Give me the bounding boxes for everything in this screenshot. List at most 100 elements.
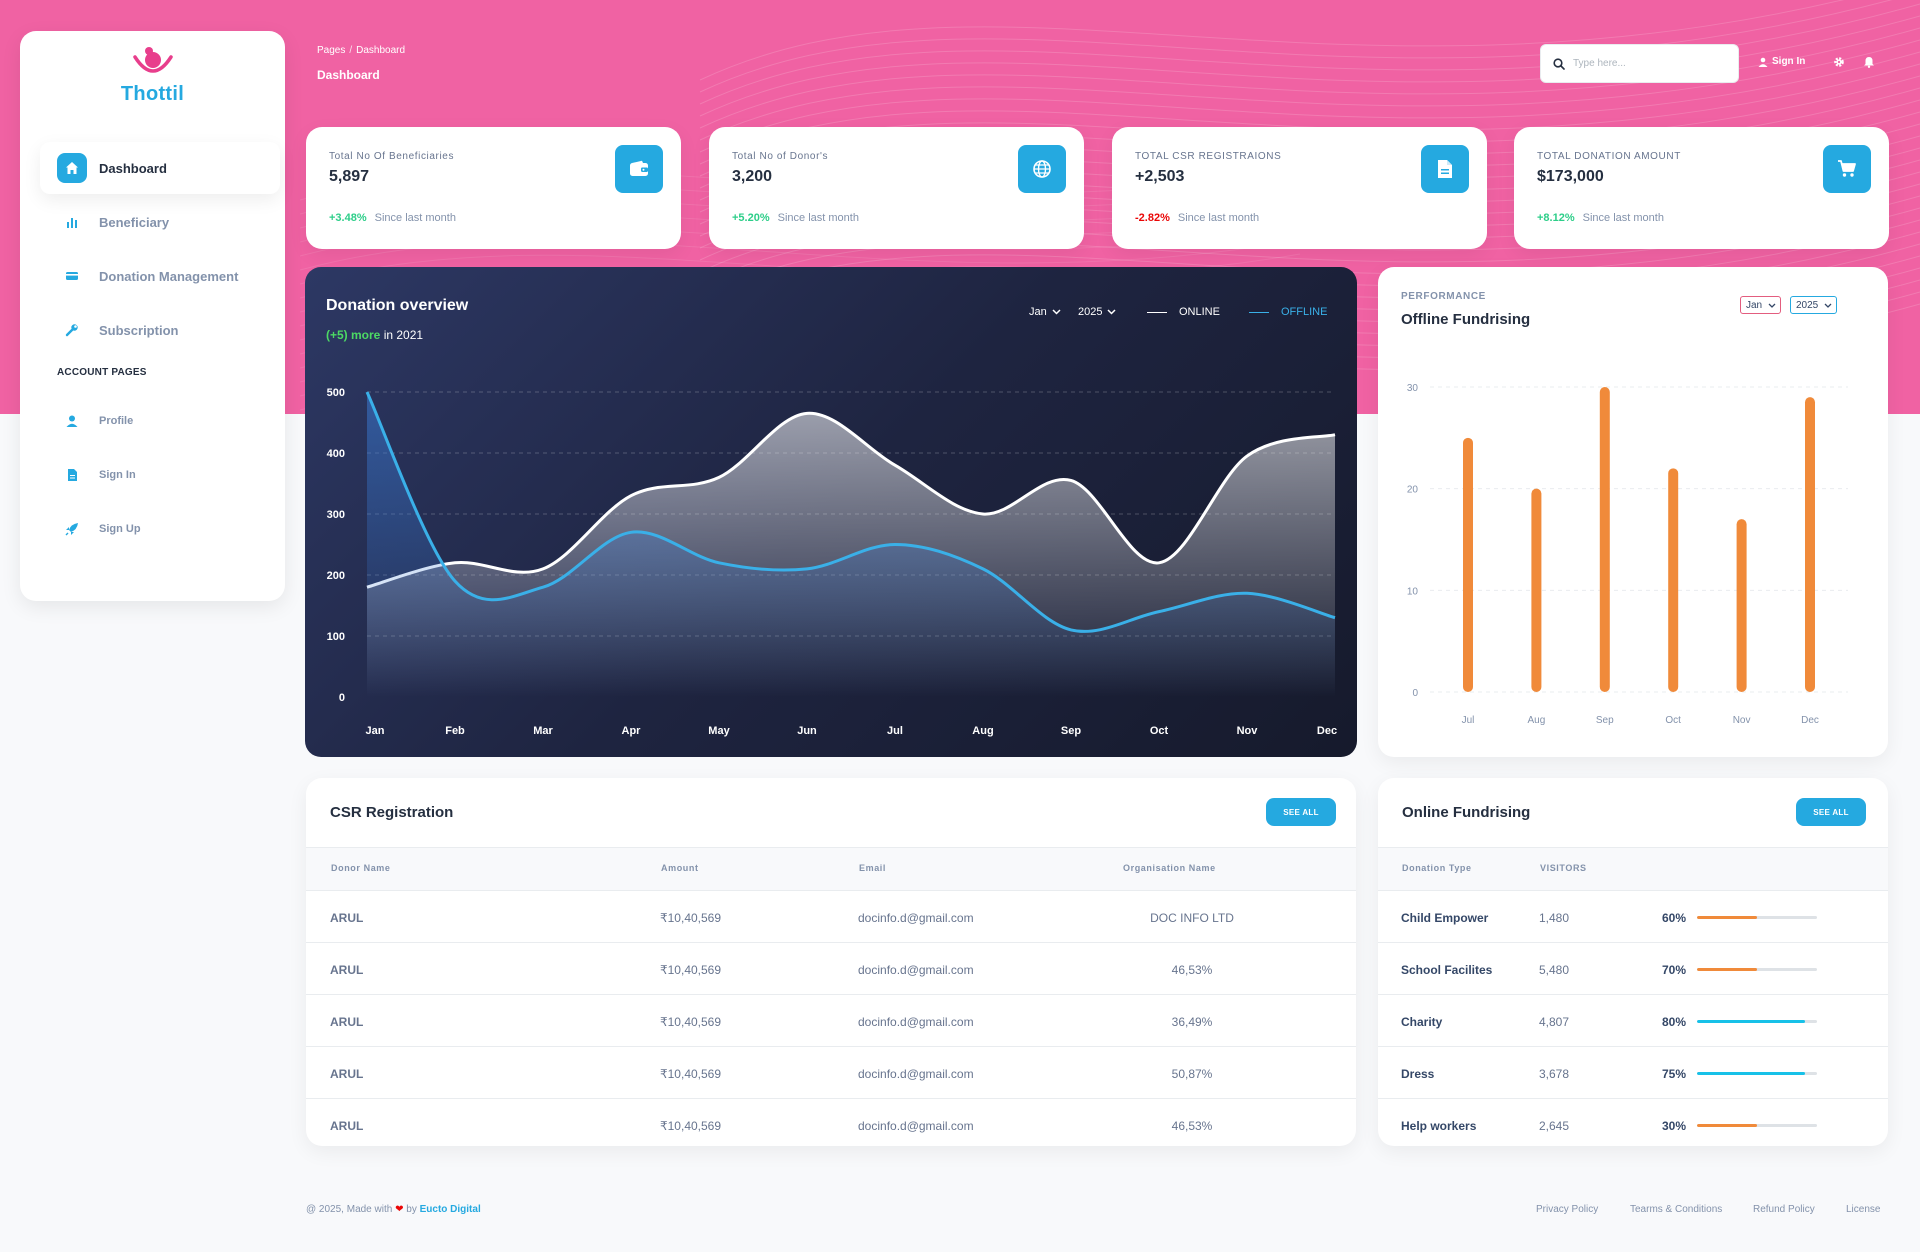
gear-icon[interactable] [1833, 56, 1845, 68]
sidebar-item-beneficiary[interactable]: Beneficiary [40, 196, 280, 248]
chevron-down-icon [1052, 309, 1061, 315]
organisation-name: 50,87% [1171, 1067, 1213, 1081]
wave-line [699, 0, 1892, 93]
x-tick-label: Dec [1317, 725, 1337, 737]
visitors: 2,645 [1539, 1119, 1570, 1133]
email: docinfo.d@gmail.com [858, 963, 974, 977]
sidebar-item-dashboard[interactable]: Dashboard [40, 142, 280, 194]
donation-overview-card: 0 100 200 300 400 500 Jan Feb Mar Apr May Jun Jul Aug… [305, 267, 1357, 757]
terms-link[interactable]: Tearms & Conditions [1630, 1204, 1723, 1215]
stat-value: +2,503 [1135, 168, 1185, 185]
donor-name: ARUL [330, 963, 364, 977]
donor-name: ARUL [330, 1067, 364, 1081]
search-box[interactable] [1540, 44, 1739, 83]
progress-fill [1697, 1124, 1757, 1127]
y-tick-label: 0 [1412, 688, 1418, 699]
table-row[interactable]: Help workers 2,645 30% [1378, 1099, 1888, 1146]
legend-online[interactable]: ONLINE [1147, 306, 1220, 318]
stat-note: Since last month [777, 212, 859, 224]
csr-see-all-button[interactable]: SEE ALL [1266, 798, 1336, 826]
stat-value: $173,000 [1537, 168, 1604, 185]
donor-name: ARUL [330, 911, 364, 925]
logo-drop-icon [132, 47, 173, 73]
table-row[interactable]: Dress 3,678 75% [1378, 1047, 1888, 1099]
table-row[interactable]: ARUL ₹10,40,569 docinfo.d@gmail.com 46,53% [306, 943, 1356, 995]
legend-line [1147, 311, 1167, 313]
table-row[interactable]: Child Empower 1,480 60% [1378, 891, 1888, 943]
csr-title: CSR Registration [330, 804, 454, 821]
table-row[interactable]: School Facilites 5,480 70% [1378, 943, 1888, 995]
progress-fill [1697, 916, 1757, 919]
stat-change: +8.12% [1537, 212, 1575, 224]
sidebar-item-sign-up[interactable]: Sign Up [40, 503, 280, 555]
stat-title: Total No of Donor's [732, 151, 829, 162]
x-tick-label: Jul [1462, 715, 1475, 726]
progress-bar [1697, 968, 1817, 971]
bar [1668, 468, 1679, 692]
copyright-by: by [406, 1204, 417, 1215]
stat-card-donors: Total No of Donor's 3,200 +5.20% Since la… [709, 127, 1084, 249]
home-icon [57, 153, 87, 183]
table-row[interactable]: Charity 4,807 80% [1378, 995, 1888, 1047]
footer-brand-link[interactable]: Eucto Digital [419, 1204, 481, 1215]
progress-fill [1697, 1072, 1805, 1075]
column-header: Donation Type [1402, 863, 1472, 873]
progress-bar [1697, 1020, 1817, 1023]
sidebar-item-sign-in[interactable]: Sign In [40, 449, 280, 501]
perf-month-select[interactable]: Jan [1740, 296, 1782, 314]
amount: ₹10,40,569 [660, 1067, 722, 1081]
x-tick-label: Aug [972, 725, 993, 737]
progress-bar [1697, 1124, 1817, 1127]
bar-chart-icon [57, 207, 87, 237]
bell-icon[interactable] [1863, 56, 1875, 68]
x-tick-label: Apr [622, 725, 642, 737]
month-select[interactable]: Jan [1029, 306, 1061, 318]
table-row[interactable]: ARUL ₹10,40,569 docinfo.d@gmail.com 46,53% [306, 1099, 1356, 1146]
sidebar-item-donation-management[interactable]: Donation Management [40, 250, 280, 302]
y-tick-label: 100 [327, 631, 345, 643]
x-tick-label: Oct [1150, 725, 1169, 737]
table-row[interactable]: ARUL ₹10,40,569 docinfo.d@gmail.com DOC INF… [306, 891, 1356, 943]
chevron-down-icon [1107, 309, 1117, 315]
rocket-icon [57, 514, 87, 544]
table-row[interactable]: ARUL ₹10,40,569 docinfo.d@gmail.com 50,87% [306, 1047, 1356, 1099]
percentage: 30% [1662, 1119, 1687, 1133]
search-input[interactable] [1573, 58, 1723, 69]
wallet-icon [615, 145, 663, 193]
organisation-name: DOC INFO LTD [1150, 911, 1234, 925]
sidebar-item-label: Donation Management [99, 268, 239, 284]
sidebar-item-label: Dashboard [99, 160, 167, 176]
stat-footer: +3.48% Since last month [329, 212, 456, 224]
perf-year-select[interactable]: 2025 [1790, 296, 1838, 314]
email: docinfo.d@gmail.com [858, 1067, 974, 1081]
sidebar-item-label: Subscription [99, 322, 179, 338]
organisation-name: 46,53% [1171, 1119, 1213, 1133]
sign-in-link[interactable]: Sign In [1758, 56, 1805, 67]
legend-offline[interactable]: OFFLINE [1249, 306, 1327, 318]
email: docinfo.d@gmail.com [858, 1015, 974, 1029]
brand-logo[interactable]: Thottil [20, 45, 285, 106]
license-link[interactable]: License [1846, 1204, 1881, 1215]
sidebar-item-subscription[interactable]: Subscription [40, 304, 280, 356]
donation-type: Help workers [1401, 1119, 1477, 1133]
breadcrumb-separator: / [349, 45, 353, 56]
refund-policy-link[interactable]: Refund Policy [1753, 1204, 1815, 1215]
x-tick-label: Sep [1061, 725, 1081, 737]
x-tick-label: Nov [1237, 725, 1259, 737]
series-line-offline [365, 391, 1336, 633]
online-see-all-button[interactable]: SEE ALL [1796, 798, 1866, 826]
series-area-offline [367, 392, 1335, 697]
x-tick-label: Nov [1733, 715, 1751, 726]
table-row[interactable]: ARUL ₹10,40,569 docinfo.d@gmail.com 36,49% [306, 995, 1356, 1047]
email: docinfo.d@gmail.com [858, 1119, 974, 1133]
sidebar-item-profile[interactable]: Profile [40, 395, 280, 447]
breadcrumb-pages[interactable]: Pages [317, 45, 346, 56]
donor-name: ARUL [330, 1015, 364, 1029]
year-select[interactable]: 2025 [1078, 306, 1117, 318]
legend-label: ONLINE [1179, 306, 1220, 318]
sidebar-item-label: Sign In [99, 469, 136, 481]
stat-note: Since last month [374, 212, 456, 224]
overview-highlight: (+5) more [326, 328, 381, 342]
privacy-policy-link[interactable]: Privacy Policy [1536, 1204, 1599, 1215]
perf-year-value: 2025 [1796, 299, 1819, 311]
